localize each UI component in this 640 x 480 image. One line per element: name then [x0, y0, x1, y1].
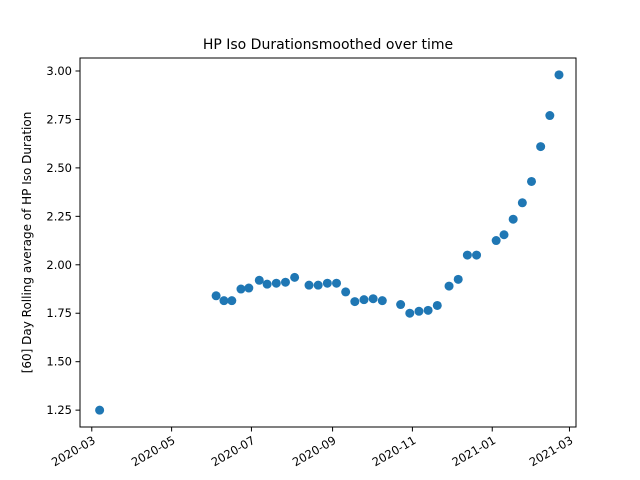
chart-title: HP Iso Durationsmoothed over time — [203, 37, 453, 53]
data-point — [304, 280, 314, 290]
data-point — [491, 236, 501, 246]
x-tick-label: 2021-03 — [527, 433, 576, 469]
x-tick-label: 2020-03 — [49, 433, 98, 469]
y-axis-label: [60] Day Rolling average of HP Iso Durat… — [20, 112, 34, 374]
data-point — [545, 111, 555, 121]
data-point — [536, 142, 546, 152]
data-point — [350, 297, 360, 307]
data-point — [368, 294, 378, 304]
y-tick-label: 2.75 — [46, 112, 72, 126]
data-point — [508, 214, 518, 224]
data-point — [290, 272, 300, 282]
data-point — [95, 405, 105, 415]
data-point — [472, 250, 482, 260]
y-tick-label: 3.00 — [46, 64, 72, 78]
data-point — [341, 287, 351, 297]
data-point — [517, 198, 527, 208]
x-tick-label: 2021-01 — [450, 433, 499, 469]
data-point — [332, 278, 342, 288]
data-point — [313, 280, 323, 290]
data-points — [95, 70, 564, 415]
x-tick-label: 2020-05 — [129, 433, 178, 469]
data-point — [423, 305, 433, 315]
data-point — [244, 283, 254, 293]
data-point — [219, 296, 229, 306]
y-tick-label: 2.00 — [46, 258, 72, 272]
data-point — [414, 306, 424, 316]
data-point — [405, 308, 415, 318]
data-point — [236, 284, 246, 294]
y-tick-label: 1.75 — [46, 306, 72, 320]
plot-area-frame — [79, 57, 577, 428]
data-point — [462, 250, 472, 260]
data-point — [254, 275, 264, 285]
data-point — [499, 230, 509, 240]
data-point — [227, 296, 237, 306]
data-point — [432, 300, 442, 310]
data-point — [359, 295, 369, 305]
y-tick-label: 1.25 — [46, 403, 72, 417]
y-tick-label: 2.50 — [46, 161, 72, 175]
data-point — [377, 296, 387, 306]
data-point — [444, 281, 454, 291]
y-axis: 1.25 1.50 1.75 2.00 2.25 2.50 2.75 3.00 — [46, 64, 80, 417]
y-tick-label: 1.50 — [46, 355, 72, 369]
data-point — [271, 278, 281, 288]
y-tick-label: 2.25 — [46, 209, 72, 223]
x-tick-label: 2020-09 — [290, 433, 339, 469]
data-point — [280, 277, 290, 287]
data-point — [527, 176, 536, 186]
x-tick-label: 2020-07 — [209, 433, 258, 469]
x-axis: 2020-03 2020-05 2020-07 2020-09 2020-11 2021-… — [49, 427, 575, 469]
data-point — [554, 70, 564, 80]
data-point — [396, 300, 406, 310]
x-tick-label: 2020-11 — [370, 433, 419, 469]
data-point — [453, 274, 463, 284]
data-point — [322, 278, 332, 288]
data-point — [262, 279, 272, 289]
data-point — [211, 291, 221, 301]
